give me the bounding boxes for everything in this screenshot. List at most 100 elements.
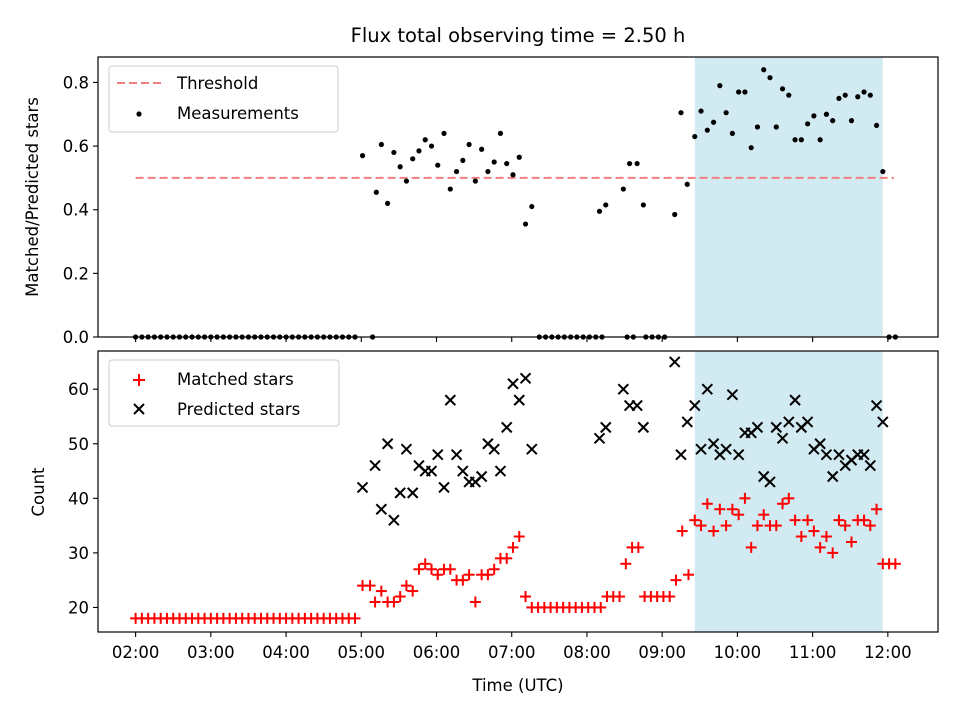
top-y-tick-label: 0.6 xyxy=(63,137,89,156)
bottom-highlight-span xyxy=(694,351,883,632)
measurement-point xyxy=(761,67,767,73)
predicted-star-marker xyxy=(789,394,801,406)
measurement-point xyxy=(692,133,698,140)
measurement-point xyxy=(410,156,416,162)
matched-star-marker xyxy=(739,492,751,504)
measurement-point xyxy=(855,94,861,100)
matched-star-marker xyxy=(726,503,738,515)
matched-star-marker xyxy=(444,563,456,575)
matched-star-marker xyxy=(513,531,525,543)
predicted-stars-legend-swatch xyxy=(133,403,145,415)
top-legend-box xyxy=(108,65,339,133)
matched-star-marker xyxy=(783,492,795,504)
matched-star-marker xyxy=(858,514,870,526)
top-plot-frame xyxy=(97,56,939,338)
predicted-star-marker xyxy=(751,421,764,434)
measurement-point xyxy=(678,110,684,116)
bottom-y-tick-label: 60 xyxy=(68,380,89,399)
predicted-star-marker xyxy=(356,481,369,494)
predicted-star-marker xyxy=(695,443,707,455)
predicted-star-marker xyxy=(593,432,606,445)
predicted-star-marker xyxy=(858,448,870,461)
measurement-point xyxy=(603,202,609,208)
bottom-y-tick-label: 20 xyxy=(68,598,89,617)
predicted-star-marker xyxy=(669,356,681,368)
bottom-highlight-span-layer xyxy=(694,351,883,632)
x-tick-label: 06:00 xyxy=(413,643,461,662)
top-legend: Threshold Measurements xyxy=(108,65,339,133)
measurement-point xyxy=(416,148,422,154)
measurement-point xyxy=(830,118,836,124)
x-tick-label: 10:00 xyxy=(714,643,762,662)
matched-star-marker xyxy=(714,503,726,515)
matched-star-marker xyxy=(720,520,732,532)
matched-stars-legend-label: Matched stars xyxy=(177,370,294,389)
predicted-star-marker xyxy=(375,503,388,515)
measurement-point xyxy=(596,208,603,214)
matched-star-marker xyxy=(400,580,412,592)
matched-star-marker xyxy=(808,525,820,537)
predicted-star-marker xyxy=(707,438,720,450)
predicted-star-marker xyxy=(432,448,444,461)
predicted-star-marker xyxy=(720,443,732,455)
matched-star-marker xyxy=(614,591,626,603)
predicted-star-marker xyxy=(877,416,889,428)
measurement-point xyxy=(792,137,798,143)
measurement-point xyxy=(805,121,811,127)
measurement-point xyxy=(729,130,735,136)
matched-star-marker xyxy=(839,520,851,532)
measurement-point xyxy=(378,141,384,148)
x-axis-label: Time (UTC) xyxy=(471,676,563,695)
matched-star-marker xyxy=(701,498,713,510)
matched-star-marker xyxy=(670,574,682,586)
measurement-point xyxy=(529,203,535,210)
predicted-star-marker xyxy=(369,459,381,472)
matched-stars-legend-swatch xyxy=(133,374,145,386)
measurement-point xyxy=(497,130,504,136)
predicted-star-marker xyxy=(501,421,513,434)
matched-star-marker xyxy=(520,591,532,603)
measurement-point xyxy=(748,145,754,151)
matched-star-marker xyxy=(457,574,469,586)
predicted-star-marker xyxy=(600,421,612,434)
matched-star-marker xyxy=(789,514,801,526)
measurement-point xyxy=(491,159,497,165)
top-measurement-points xyxy=(133,67,898,340)
predicted-star-marker xyxy=(444,394,457,406)
predicted-star-marker xyxy=(833,448,845,461)
measurement-point xyxy=(626,160,633,167)
x-tick-label: 02:00 xyxy=(112,643,160,662)
matched-star-marker xyxy=(394,591,406,603)
measurement-point xyxy=(773,124,779,130)
bottom-legend-box xyxy=(108,359,340,427)
matched-star-marker xyxy=(814,541,826,553)
matched-star-marker xyxy=(664,591,676,603)
predicted-star-marker xyxy=(526,443,538,455)
x-tick-label: 05:00 xyxy=(338,643,386,662)
matched-star-marker xyxy=(463,569,475,581)
measurement-point xyxy=(811,113,817,119)
matched-star-marker xyxy=(695,520,707,532)
top-highlight-span xyxy=(694,57,883,337)
measurement-point xyxy=(441,130,447,136)
measurement-point xyxy=(510,172,516,178)
bottom-y-axis-label: Count xyxy=(29,467,48,517)
matched-star-marker xyxy=(419,558,431,570)
predicted-star-marker xyxy=(438,481,450,494)
matched-star-marker xyxy=(733,509,745,521)
matched-star-marker xyxy=(845,536,857,548)
predicted-star-marker xyxy=(457,465,469,477)
top-highlight-span-layer xyxy=(694,57,883,337)
matched-star-marker xyxy=(632,541,644,553)
measurement-point xyxy=(485,168,491,175)
top-panel: 0.00.20.40.60.8 Matched/Predicted stars … xyxy=(23,56,939,347)
top-tick-layer: 0.0 0.2 0.4 0.6 0.8 xyxy=(63,73,889,347)
matched-star-marker xyxy=(432,569,444,581)
matched-star-marker xyxy=(413,563,425,575)
predicted-star-marker xyxy=(617,383,630,395)
measurement-point xyxy=(385,200,391,206)
measurement-point xyxy=(460,157,466,164)
matched-star-marker xyxy=(777,498,789,510)
matched-star-marker xyxy=(364,580,376,592)
